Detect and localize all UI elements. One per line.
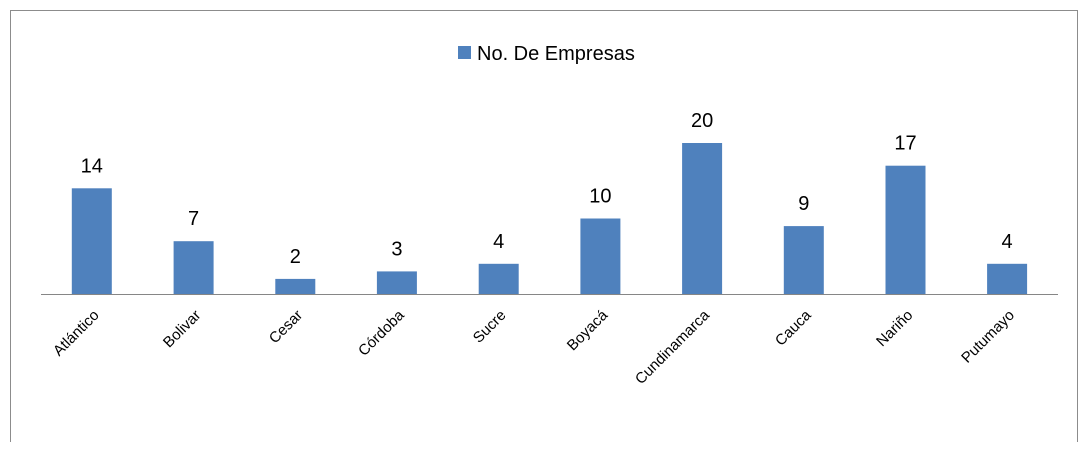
bar-2 bbox=[275, 278, 316, 294]
bar-4 bbox=[478, 263, 519, 294]
data-label-6: 20 bbox=[691, 110, 713, 132]
bar-9 bbox=[987, 263, 1028, 294]
category-label-5: Boyacá bbox=[564, 306, 612, 354]
legend-label: No. De Empresas bbox=[477, 43, 635, 65]
data-label-0: 14 bbox=[81, 155, 103, 177]
category-labels-group: Atlántico Bolivar Cesar Córdoba Sucre Boyacá C… bbox=[50, 306, 1018, 387]
bar-7 bbox=[783, 226, 824, 295]
bar-8 bbox=[885, 165, 926, 294]
data-label-7: 9 bbox=[798, 193, 809, 215]
data-label-5: 10 bbox=[589, 186, 611, 208]
bar-3 bbox=[376, 271, 417, 294]
category-label-6: Cundinamarca bbox=[632, 306, 713, 387]
category-label-7: Cauca bbox=[772, 306, 815, 349]
bar-1 bbox=[173, 241, 214, 295]
data-label-8: 17 bbox=[894, 133, 916, 155]
bar-0 bbox=[71, 188, 112, 294]
bar-6 bbox=[682, 143, 723, 294]
category-label-9: Putumayo bbox=[958, 307, 1018, 367]
data-label-3: 3 bbox=[391, 238, 402, 260]
category-label-4: Sucre bbox=[470, 307, 510, 347]
bars-group bbox=[71, 143, 1028, 295]
bar-5 bbox=[580, 218, 621, 294]
category-label-2: Cesar bbox=[266, 307, 306, 347]
category-label-3: Córdoba bbox=[355, 306, 408, 359]
legend-swatch bbox=[458, 46, 471, 59]
chart-frame bbox=[10, 10, 1078, 442]
data-label-1: 7 bbox=[188, 208, 199, 230]
legend: No. De Empresas bbox=[458, 43, 635, 65]
category-label-0: Atlántico bbox=[50, 307, 103, 360]
data-label-4: 4 bbox=[493, 231, 504, 253]
category-label-8: Nariño bbox=[873, 307, 916, 350]
data-label-9: 4 bbox=[1002, 231, 1013, 253]
category-label-1: Bolivar bbox=[160, 307, 204, 351]
data-label-2: 2 bbox=[290, 246, 301, 268]
value-labels-group: 14 7 2 3 4 10 20 9 17 4 bbox=[81, 110, 1013, 268]
